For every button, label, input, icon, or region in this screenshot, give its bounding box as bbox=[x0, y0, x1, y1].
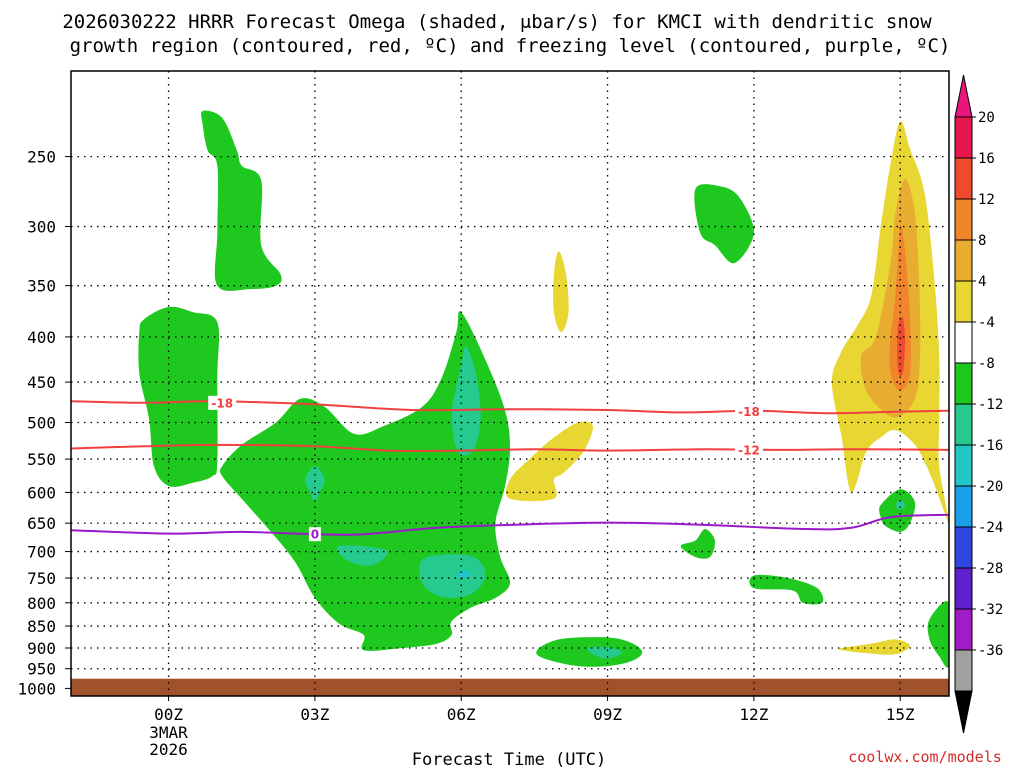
contour-label-bg bbox=[735, 404, 764, 419]
colorbar-swatch bbox=[954, 608, 973, 651]
contour-label-bg bbox=[735, 442, 764, 457]
y-tick-label: 450 bbox=[27, 373, 56, 392]
colorbar-label: -32 bbox=[978, 602, 1003, 618]
omega-region bbox=[587, 646, 623, 659]
y-tick-label: 900 bbox=[27, 639, 56, 658]
colorbar-legend: 20 16 12 8 4 -4 -8 -12 -16 -20 -24 -28 -32 -36 bbox=[954, 74, 1003, 734]
omega-region bbox=[456, 570, 472, 580]
colorbar-swatch bbox=[954, 649, 973, 692]
omega-region bbox=[304, 466, 325, 502]
y-tick-label: 700 bbox=[27, 543, 56, 562]
colorbar-swatch bbox=[954, 239, 973, 282]
colorbar-top-arrow bbox=[954, 74, 973, 118]
colorbar-label: 12 bbox=[978, 192, 995, 208]
omega-region bbox=[553, 251, 569, 333]
y-tick-label: 550 bbox=[27, 450, 56, 469]
omega-region bbox=[451, 346, 481, 456]
omega-region bbox=[694, 184, 754, 264]
omega-region bbox=[749, 574, 824, 605]
colorbar-swatch bbox=[954, 116, 973, 159]
x-tick-date: 3MAR bbox=[149, 723, 188, 742]
x-tick-year: 2026 bbox=[149, 740, 188, 759]
y-tick-label: 400 bbox=[27, 328, 56, 347]
omega-region bbox=[336, 545, 389, 566]
contour-label-bg bbox=[308, 527, 321, 542]
x-tick-label: 00Z bbox=[154, 705, 183, 724]
credit-text: coolwx.com/models bbox=[848, 748, 1002, 766]
contour-line bbox=[71, 513, 949, 536]
colorbar-bottom-arrow bbox=[954, 690, 973, 734]
colorbar-label: 4 bbox=[978, 274, 986, 290]
x-tick-label: 15Z bbox=[886, 705, 915, 724]
omega-region bbox=[927, 601, 949, 668]
ground-surface bbox=[71, 678, 949, 696]
contour-label: -18 bbox=[738, 405, 760, 419]
omega-region bbox=[897, 316, 906, 377]
colorbar-label: 20 bbox=[978, 110, 995, 126]
colorbar-swatch bbox=[954, 444, 973, 487]
colorbar-swatch bbox=[954, 403, 973, 446]
colorbar-label: -12 bbox=[978, 397, 1003, 413]
chart-title-line2: growth region (contoured, red, ºC) and f… bbox=[70, 35, 951, 57]
y-axis-pressure: 250 300 350 400 450 500 550 600 650 700 750 800 850 9… bbox=[17, 148, 71, 698]
colorbar-swatch bbox=[954, 280, 973, 323]
colorbar-swatch bbox=[954, 362, 973, 405]
y-tick-label: 650 bbox=[27, 514, 56, 533]
omega-region bbox=[838, 639, 910, 655]
y-tick-label: 750 bbox=[27, 569, 56, 588]
pressure-gridlines bbox=[71, 71, 949, 696]
colorbar-label: 8 bbox=[978, 233, 986, 249]
colorbar-label: 16 bbox=[978, 151, 995, 167]
omega-region bbox=[201, 110, 282, 291]
colorbar-swatch bbox=[954, 526, 973, 569]
contour-label: 0 bbox=[311, 528, 319, 542]
y-tick-label: 1000 bbox=[17, 679, 56, 698]
y-tick-label: 500 bbox=[27, 414, 56, 433]
y-tick-label: 800 bbox=[27, 594, 56, 613]
colorbar-label: -24 bbox=[978, 520, 1003, 536]
omega-region bbox=[895, 500, 906, 510]
omega-region bbox=[419, 554, 486, 598]
temperature-contours: -18 -18 -12 0 bbox=[71, 395, 949, 542]
x-axis-label: Forecast Time (UTC) bbox=[412, 750, 606, 768]
y-tick-label: 250 bbox=[27, 148, 56, 167]
omega-region bbox=[536, 637, 643, 667]
contour-label-bg bbox=[208, 395, 237, 410]
plot-frame bbox=[70, 70, 950, 697]
x-tick-label: 06Z bbox=[447, 705, 476, 724]
omega-region bbox=[889, 224, 911, 391]
colorbar-label: -16 bbox=[978, 438, 1003, 454]
omega-region bbox=[505, 421, 593, 502]
colorbar-label: -20 bbox=[978, 479, 1003, 495]
y-tick-label: 950 bbox=[27, 660, 56, 679]
colorbar-label: -4 bbox=[978, 315, 995, 331]
y-tick-label: 600 bbox=[27, 483, 56, 502]
omega-region bbox=[680, 529, 716, 559]
y-tick-label: 850 bbox=[27, 617, 56, 636]
colorbar-label: -8 bbox=[978, 356, 995, 372]
colorbar-label: -28 bbox=[978, 561, 1003, 577]
colorbar-label: -36 bbox=[978, 643, 1003, 659]
colorbar-swatch bbox=[954, 567, 973, 610]
x-tick-label: 12Z bbox=[739, 705, 768, 724]
contour-label: -18 bbox=[211, 396, 233, 410]
colorbar-swatch bbox=[954, 321, 973, 364]
x-tick-label: 09Z bbox=[593, 705, 622, 724]
colorbar-swatch bbox=[954, 485, 973, 528]
chart-title-line1: 2026030222 HRRR Forecast Omega (shaded, … bbox=[62, 11, 932, 33]
omega-shaded-regions bbox=[138, 110, 949, 668]
y-tick-label: 300 bbox=[27, 218, 56, 237]
x-tick-label: 03Z bbox=[300, 705, 329, 724]
omega-region bbox=[879, 489, 916, 532]
colorbar-swatch bbox=[954, 198, 973, 241]
omega-region bbox=[138, 306, 220, 487]
contour-label: -12 bbox=[738, 443, 760, 457]
contour-line bbox=[71, 443, 949, 452]
colorbar-swatch bbox=[954, 157, 973, 200]
y-tick-label: 350 bbox=[27, 277, 56, 296]
